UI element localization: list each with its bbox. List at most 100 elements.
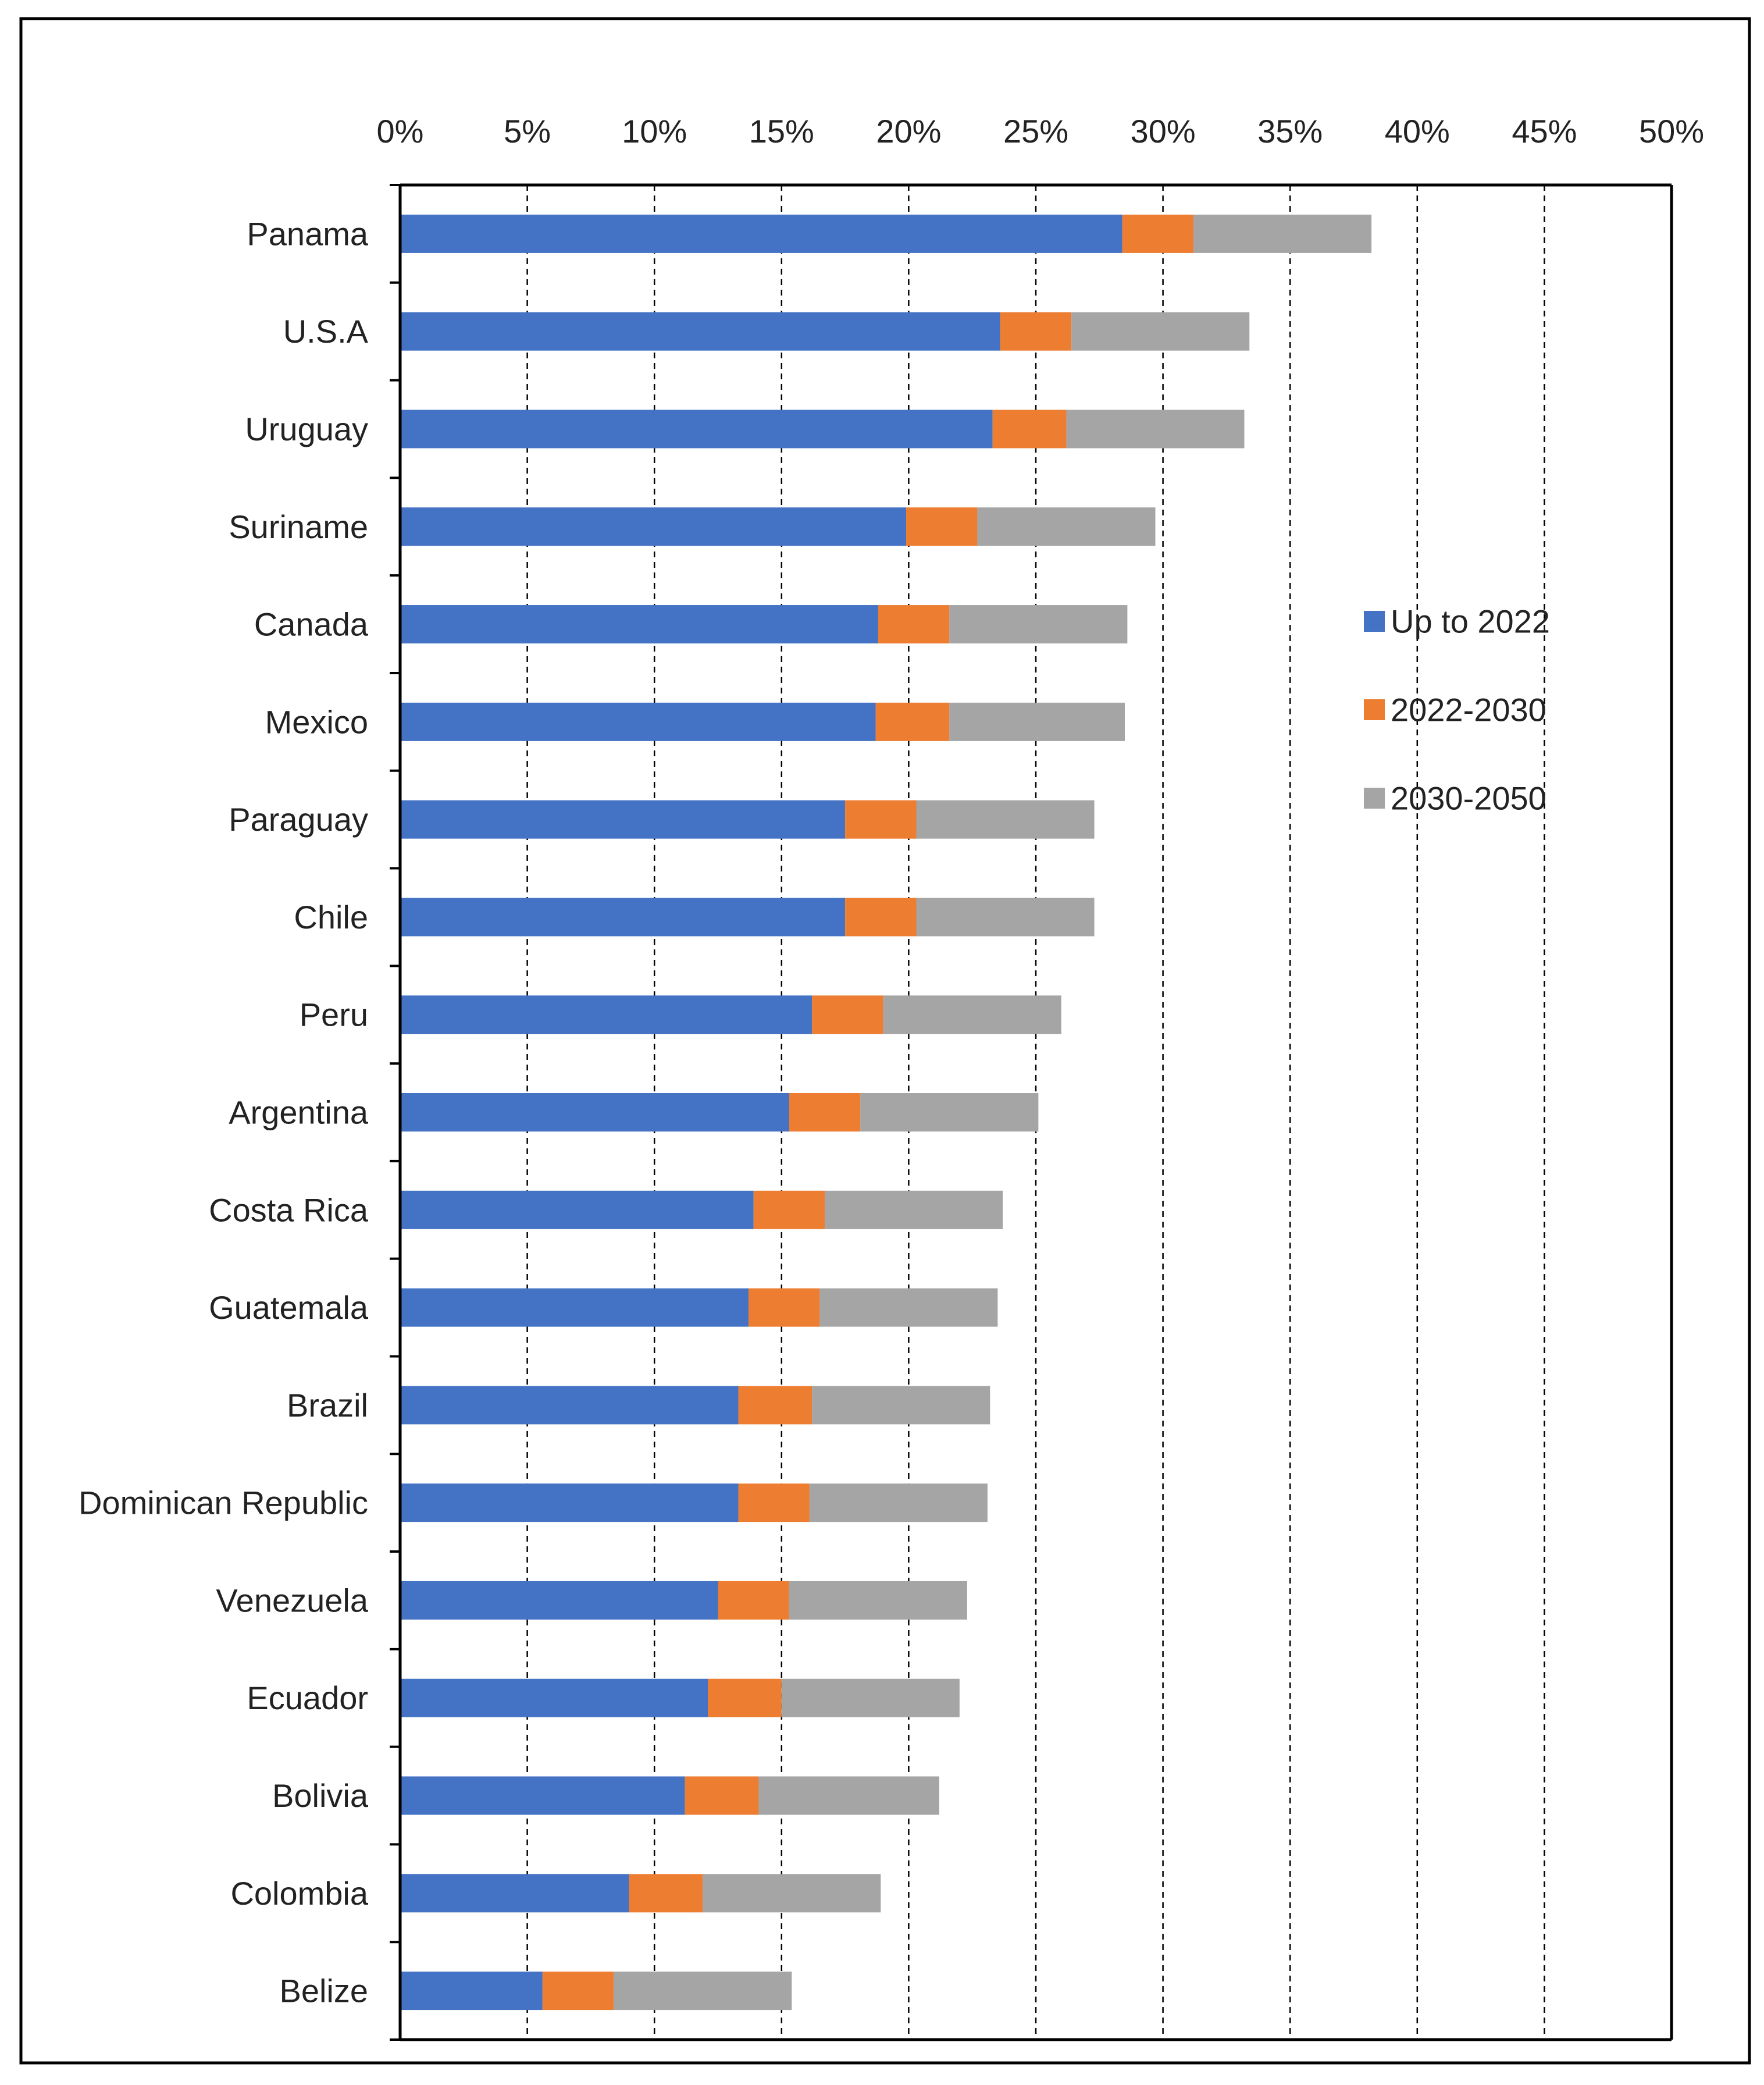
bar-belize-2030-2050 bbox=[614, 1972, 792, 2011]
bar-peru-2030-2050 bbox=[883, 995, 1061, 1034]
x-tick-label-35: 35% bbox=[1257, 113, 1323, 150]
bar-mexico-2030-2050 bbox=[949, 702, 1125, 741]
bar-dominican-republic-up-to-2022 bbox=[400, 1483, 739, 1522]
bar-suriname-up-to-2022 bbox=[400, 507, 907, 546]
bar-argentina-2022-2030 bbox=[789, 1093, 861, 1132]
bars bbox=[400, 214, 1372, 2011]
bar-panama-up-to-2022 bbox=[400, 214, 1122, 253]
axes bbox=[390, 183, 1673, 2041]
bar-uruguay-2030-2050 bbox=[1066, 410, 1245, 449]
x-tick-label-40: 40% bbox=[1385, 113, 1450, 150]
legend-swatch-up-to-2022 bbox=[1364, 611, 1385, 632]
legend-swatch-2030-2050 bbox=[1364, 788, 1385, 809]
bar-costa-rica-up-to-2022 bbox=[400, 1190, 754, 1229]
bar-paraguay-2030-2050 bbox=[916, 800, 1095, 839]
bar-uruguay-up-to-2022 bbox=[400, 410, 993, 449]
category-label-argentina: Argentina bbox=[229, 1094, 369, 1131]
bar-argentina-2030-2050 bbox=[860, 1093, 1039, 1132]
bar-canada-2022-2030 bbox=[878, 605, 950, 644]
category-label-mexico: Mexico bbox=[265, 703, 368, 740]
x-tick-label-20: 20% bbox=[876, 113, 941, 150]
category-label-panama: Panama bbox=[247, 215, 368, 252]
bar-mexico-2022-2030 bbox=[875, 702, 950, 741]
bar-chile-2030-2050 bbox=[916, 898, 1095, 937]
chart-frame bbox=[19, 17, 1751, 2065]
category-label-suriname: Suriname bbox=[229, 508, 368, 545]
bar-brazil-2022-2030 bbox=[738, 1386, 812, 1425]
bar-brazil-up-to-2022 bbox=[400, 1386, 739, 1425]
bar-panama-2030-2050 bbox=[1193, 214, 1372, 253]
bar-canada-up-to-2022 bbox=[400, 605, 878, 644]
bar-u-s-a-2022-2030 bbox=[1000, 312, 1072, 351]
x-tick-label-15: 15% bbox=[749, 113, 814, 150]
category-label-brazil: Brazil bbox=[287, 1387, 368, 1424]
legend-swatch-2022-2030 bbox=[1364, 699, 1385, 720]
bar-colombia-2030-2050 bbox=[703, 1874, 881, 1913]
bar-argentina-up-to-2022 bbox=[400, 1093, 789, 1132]
bar-bolivia-2030-2050 bbox=[758, 1776, 939, 1815]
bar-bolivia-2022-2030 bbox=[685, 1776, 759, 1815]
legend-label-2022-2030: 2022-2030 bbox=[1391, 692, 1546, 728]
category-label-canada: Canada bbox=[254, 606, 369, 643]
bar-costa-rica-2030-2050 bbox=[825, 1190, 1003, 1229]
bar-ecuador-2030-2050 bbox=[781, 1678, 960, 1717]
x-tick-label-30: 30% bbox=[1131, 113, 1196, 150]
bar-mexico-up-to-2022 bbox=[400, 702, 876, 741]
x-tick-label-50: 50% bbox=[1639, 113, 1704, 150]
bar-venezuela-up-to-2022 bbox=[400, 1581, 718, 1620]
bar-venezuela-2022-2030 bbox=[718, 1581, 789, 1620]
bar-suriname-2030-2050 bbox=[977, 507, 1156, 546]
bar-colombia-2022-2030 bbox=[629, 1874, 703, 1913]
bar-belize-up-to-2022 bbox=[400, 1972, 543, 2011]
legend: Up to 2022 2022-2030 2030-2050 bbox=[1364, 603, 1550, 817]
x-tick-label-0: 0% bbox=[377, 113, 424, 150]
category-label-colombia: Colombia bbox=[230, 1875, 368, 1912]
bar-canada-2030-2050 bbox=[949, 605, 1128, 644]
bar-peru-up-to-2022 bbox=[400, 995, 812, 1034]
bar-guatemala-2030-2050 bbox=[819, 1288, 998, 1327]
bar-suriname-2022-2030 bbox=[906, 507, 978, 546]
category-label-ecuador: Ecuador bbox=[247, 1680, 368, 1716]
x-tick-label-25: 25% bbox=[1003, 113, 1068, 150]
category-label-chile: Chile bbox=[294, 899, 368, 935]
category-label-paraguay: Paraguay bbox=[229, 801, 368, 838]
legend-label-up-to-2022: Up to 2022 bbox=[1391, 603, 1550, 640]
category-label-u-s-a: U.S.A bbox=[283, 313, 369, 350]
category-label-dominican-republic: Dominican Republic bbox=[79, 1485, 368, 1521]
bar-ecuador-2022-2030 bbox=[708, 1678, 782, 1717]
bar-u-s-a-up-to-2022 bbox=[400, 312, 1000, 351]
bar-bolivia-up-to-2022 bbox=[400, 1776, 685, 1815]
category-label-belize: Belize bbox=[279, 1973, 368, 2009]
bar-guatemala-2022-2030 bbox=[748, 1288, 820, 1327]
bar-u-s-a-2030-2050 bbox=[1071, 312, 1250, 351]
bar-chile-2022-2030 bbox=[845, 898, 917, 937]
bar-ecuador-up-to-2022 bbox=[400, 1678, 708, 1717]
x-tick-label-5: 5% bbox=[504, 113, 551, 150]
bar-venezuela-2030-2050 bbox=[789, 1581, 967, 1620]
bar-chile-up-to-2022 bbox=[400, 898, 846, 937]
bar-costa-rica-2022-2030 bbox=[753, 1190, 825, 1229]
legend-label-2030-2050: 2030-2050 bbox=[1391, 780, 1546, 817]
category-label-peru: Peru bbox=[300, 997, 368, 1033]
category-label-costa-rica: Costa Rica bbox=[209, 1191, 369, 1228]
bar-dominican-republic-2030-2050 bbox=[809, 1483, 988, 1522]
bar-guatemala-up-to-2022 bbox=[400, 1288, 749, 1327]
category-label-uruguay: Uruguay bbox=[245, 411, 368, 447]
bar-peru-2022-2030 bbox=[812, 995, 883, 1034]
bar-paraguay-2022-2030 bbox=[845, 800, 917, 839]
category-label-bolivia: Bolivia bbox=[272, 1777, 369, 1814]
bar-panama-2022-2030 bbox=[1122, 214, 1194, 253]
x-tick-labels: 0% 5% 10% 15% 20% 25% 30% 35% 40% 45% 50% bbox=[377, 113, 1705, 150]
category-label-venezuela: Venezuela bbox=[216, 1582, 368, 1618]
bar-colombia-up-to-2022 bbox=[400, 1874, 629, 1913]
bar-dominican-republic-2022-2030 bbox=[738, 1483, 810, 1522]
x-tick-label-45: 45% bbox=[1512, 113, 1577, 150]
bar-brazil-2030-2050 bbox=[812, 1386, 990, 1425]
category-label-guatemala: Guatemala bbox=[209, 1289, 369, 1326]
bar-paraguay-up-to-2022 bbox=[400, 800, 846, 839]
category-labels: Panama U.S.A Uruguay Suriname Canada Mexico Pa… bbox=[79, 215, 369, 2009]
x-tick-label-10: 10% bbox=[622, 113, 687, 150]
bar-belize-2022-2030 bbox=[542, 1972, 614, 2011]
